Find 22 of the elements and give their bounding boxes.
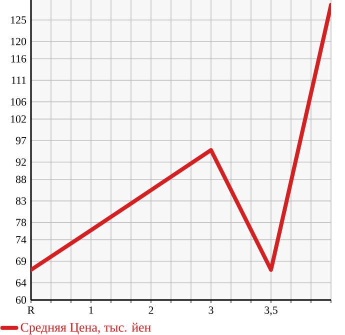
y-tick-label: 116 <box>11 55 26 62</box>
x-tick-label: 2 <box>148 306 154 314</box>
y-tick-label: 74 <box>16 236 26 244</box>
line-series <box>31 2 332 272</box>
x-tick-label: R <box>28 306 35 314</box>
y-tick-label: 120 <box>11 38 26 46</box>
x-tick-label: 1 <box>89 306 94 314</box>
y-tick-label: 106 <box>11 98 26 106</box>
y-tick-label: 83 <box>16 197 26 205</box>
x-tick-label: 3 <box>208 306 214 314</box>
y-tick-label: 92 <box>16 158 26 166</box>
y-tick-label: 78 <box>16 218 26 226</box>
y-tick-label: 64 <box>16 279 26 286</box>
y-tick-label: 102 <box>11 115 26 123</box>
y-tick-label: 88 <box>16 176 26 184</box>
y-tick-label: 69 <box>16 258 26 265</box>
y-tick-label: 60 <box>16 296 26 304</box>
x-tick-label: 3,5 <box>264 306 278 316</box>
y-tick-label: 97 <box>16 136 26 144</box>
y-tick-label: 125 <box>11 16 26 24</box>
y-tick-label: 111 <box>12 76 26 84</box>
legend-label: Средняя Цена, тыс. йен <box>20 322 151 334</box>
